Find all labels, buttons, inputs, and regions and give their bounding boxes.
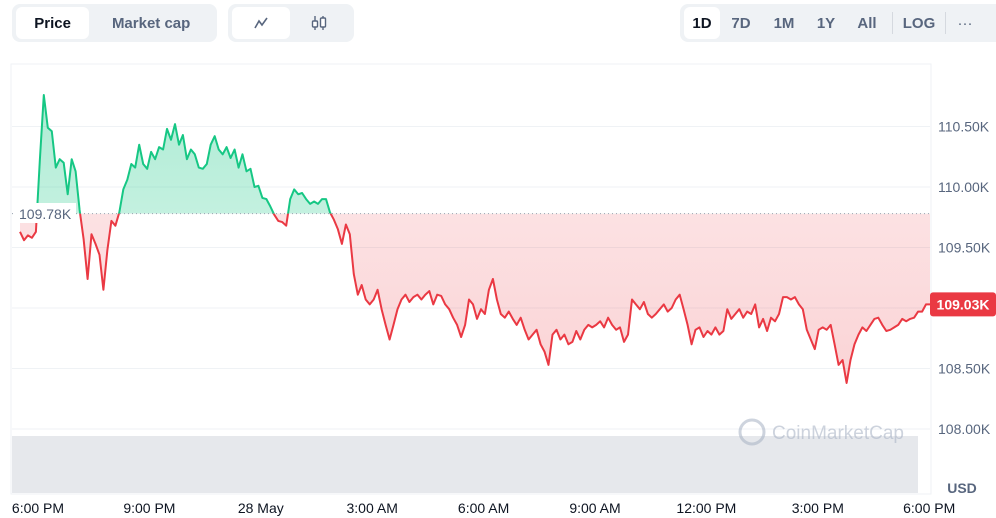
x-tick-label: 12:00 PM bbox=[676, 500, 736, 516]
view-toggle: Price Market cap bbox=[12, 4, 217, 42]
price-line-up bbox=[35, 94, 332, 214]
range-1m[interactable]: 1M bbox=[773, 14, 795, 32]
line-chart-icon bbox=[254, 17, 268, 29]
x-tick-label: 28 May bbox=[238, 500, 284, 516]
x-tick-label: 9:00 AM bbox=[569, 500, 620, 516]
range-1y[interactable]: 1Y bbox=[816, 14, 836, 32]
log-toggle[interactable]: LOG bbox=[902, 14, 936, 32]
area-above-baseline bbox=[36, 95, 331, 214]
volume-bars bbox=[12, 436, 918, 493]
currency-label: USD bbox=[947, 480, 977, 496]
divider bbox=[945, 12, 946, 34]
y-tick-label: 108.50K bbox=[938, 361, 991, 377]
plot-frame bbox=[10, 63, 932, 495]
y-tick-label: 108.00K bbox=[938, 421, 991, 437]
watermark-text: CoinMarketCap bbox=[772, 423, 904, 444]
range-selector: 1D 7D 1M 1Y All LOG ··· bbox=[680, 4, 996, 42]
more-button[interactable]: ··· bbox=[957, 14, 973, 32]
line-chart-button[interactable] bbox=[232, 7, 290, 39]
x-tick-label: 6:00 PM bbox=[12, 500, 64, 516]
candlestick-icon bbox=[311, 16, 327, 30]
current-price-label: 109.03K bbox=[937, 296, 990, 312]
tab-market-cap[interactable]: Market cap bbox=[111, 14, 191, 32]
tab-price[interactable]: Price bbox=[16, 7, 90, 39]
price-line-down bbox=[19, 213, 930, 384]
y-tick-label: 110.50K bbox=[938, 119, 990, 135]
range-1d[interactable]: 1D bbox=[684, 7, 720, 39]
divider bbox=[892, 12, 893, 34]
x-tick-label: 6:00 AM bbox=[458, 500, 509, 516]
y-tick-label: 110.00K bbox=[938, 179, 990, 195]
x-tick-label: 9:00 PM bbox=[123, 500, 175, 516]
range-7d[interactable]: 7D bbox=[731, 14, 751, 32]
chart-type-toggle bbox=[228, 4, 354, 42]
range-all[interactable]: All bbox=[857, 14, 877, 32]
x-tick-label: 3:00 PM bbox=[792, 500, 844, 516]
watermark: CoinMarketCap bbox=[738, 418, 904, 446]
x-tick-label: 3:00 AM bbox=[347, 500, 398, 516]
candlestick-button[interactable] bbox=[290, 7, 348, 39]
current-price-tag bbox=[930, 292, 996, 317]
baseline-label-bg bbox=[14, 203, 76, 223]
baseline-label: 109.78K bbox=[19, 206, 72, 222]
coinmarketcap-logo-icon bbox=[738, 418, 766, 446]
x-tick-label: 6:00 PM bbox=[903, 500, 955, 516]
y-tick-label: 109.50K bbox=[938, 240, 991, 256]
area-below-baseline bbox=[20, 213, 930, 383]
